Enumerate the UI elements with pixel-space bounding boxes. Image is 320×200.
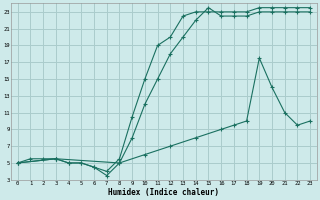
X-axis label: Humidex (Indice chaleur): Humidex (Indice chaleur): [108, 188, 220, 197]
